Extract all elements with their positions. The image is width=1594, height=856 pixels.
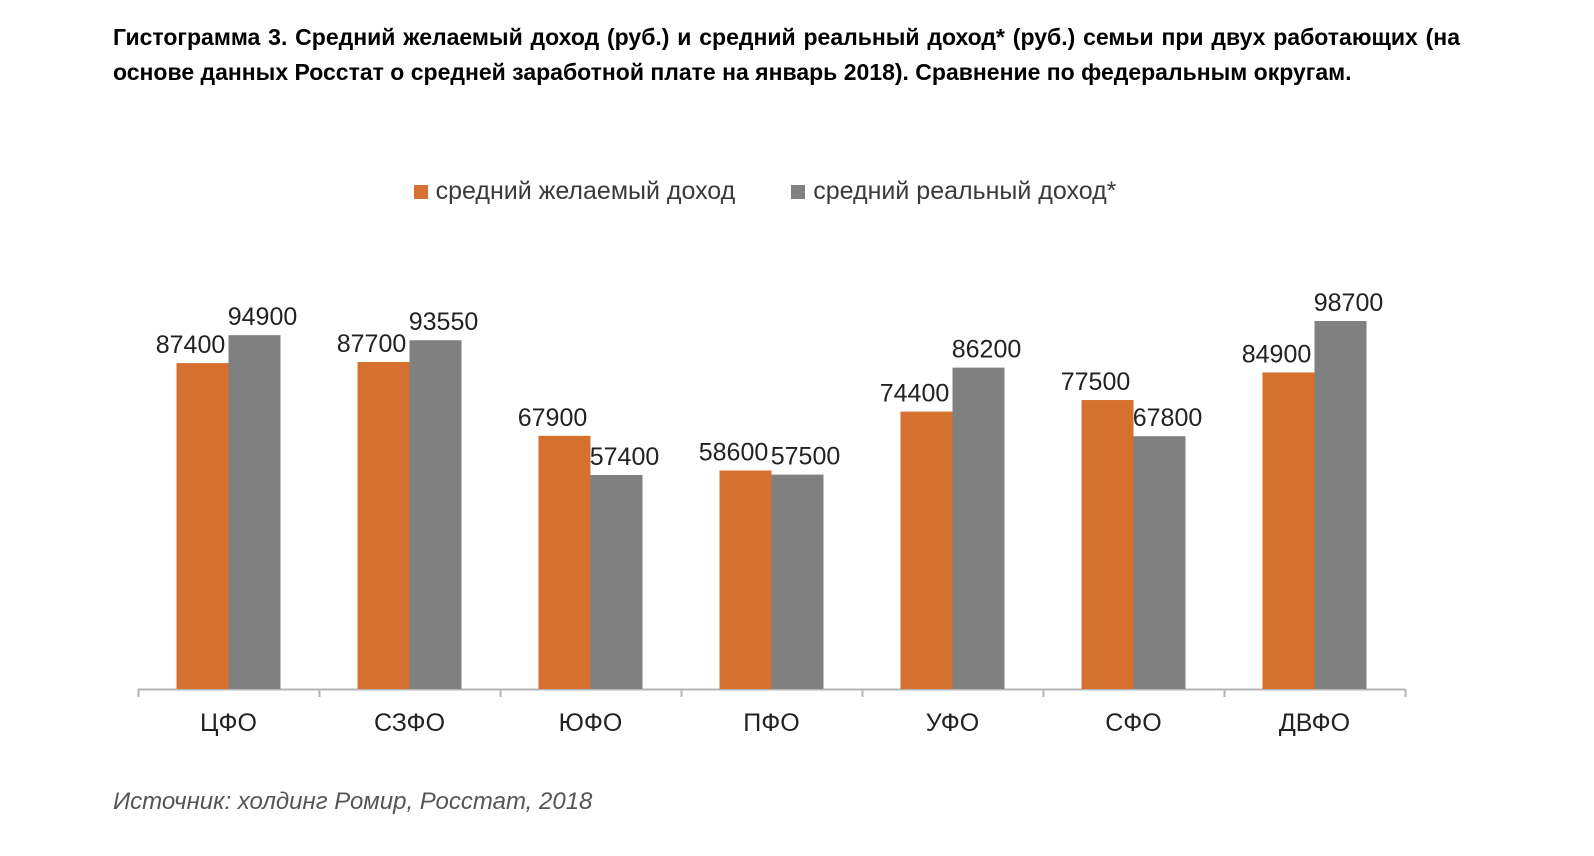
source-note: Источник: холдинг Ромир, Росстат, 2018	[113, 788, 593, 815]
legend-swatch-real	[791, 184, 806, 199]
legend-swatch-desired	[413, 184, 428, 199]
data-label-desired: 87700	[337, 330, 407, 358]
data-label-desired: 84900	[1242, 340, 1312, 368]
legend-label-real: средний реальный доход*	[813, 177, 1117, 205]
legend-label-desired: средний желаемый доход	[435, 177, 736, 205]
data-label-real: 67800	[1133, 404, 1203, 432]
data-label-real: 57500	[771, 443, 841, 471]
data-label-desired: 87400	[156, 331, 226, 359]
bar-real	[1314, 321, 1367, 689]
chart-legend: средний желаемый доход средний реальный …	[0, 177, 1530, 206]
x-tick-label: ДВФО	[1279, 709, 1350, 737]
bar-real	[1133, 436, 1186, 689]
bar-desired	[900, 411, 953, 689]
data-label-real: 57400	[590, 443, 660, 471]
data-label-real: 98700	[1314, 289, 1384, 317]
data-label-real: 93550	[409, 308, 479, 336]
x-tick-label: СЗФО	[374, 709, 445, 737]
bar-real	[590, 474, 643, 689]
chart-title: Гистограмма 3. Средний желаемый доход (р…	[113, 24, 1460, 85]
data-label-real: 94900	[228, 303, 298, 331]
bar-desired	[1081, 400, 1134, 689]
x-tick-label: ЦФО	[200, 709, 257, 737]
x-tick-label: ПФО	[743, 709, 799, 737]
x-tick-label: ЮФО	[559, 709, 623, 737]
x-tick-label: УФО	[926, 709, 980, 737]
bar-desired	[357, 362, 410, 689]
data-label-desired: 58600	[699, 439, 769, 467]
bar-real	[952, 367, 1005, 689]
data-label-desired: 67900	[518, 404, 588, 432]
data-label-desired: 77500	[1061, 368, 1131, 396]
bar-real	[771, 474, 824, 689]
bar-desired	[1262, 372, 1315, 689]
data-label-real: 86200	[952, 336, 1022, 364]
legend-item-real: средний реальный доход*	[791, 177, 1116, 206]
bar-desired	[719, 470, 772, 689]
bar-desired	[538, 435, 591, 689]
data-label-desired: 74400	[880, 380, 950, 408]
bar-real	[409, 340, 462, 689]
bar-real	[228, 335, 281, 689]
x-tick-label: СФО	[1105, 709, 1162, 737]
bar-desired	[176, 363, 229, 689]
legend-item-desired: средний желаемый доход	[413, 177, 736, 206]
